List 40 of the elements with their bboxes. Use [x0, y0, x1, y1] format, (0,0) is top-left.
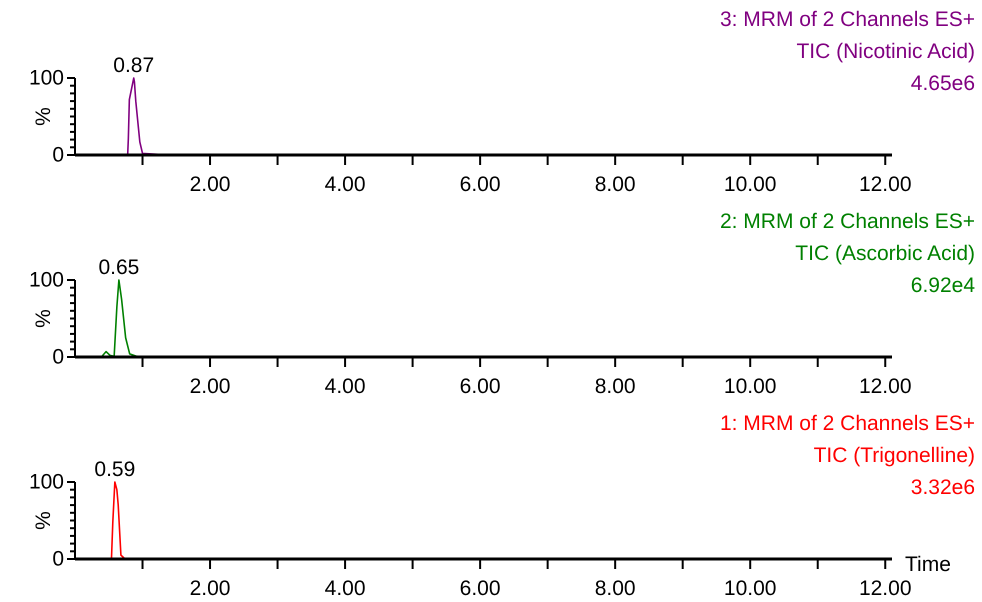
x-tick-label: 12.00 [858, 173, 912, 196]
text: 3.32e6 [910, 476, 975, 499]
y-tick-label: 0 [52, 144, 64, 167]
y-axis-title: % [32, 511, 55, 530]
x-tick-label: 8.00 [594, 577, 636, 600]
x-tick-label: 2.00 [190, 375, 230, 398]
chart-subtitle: TIC (Ascorbic Acid) [795, 242, 975, 265]
y-axis-title: % [32, 107, 55, 126]
x-tick-label: 4.00 [324, 577, 366, 600]
annotation: 0.65 [98, 256, 140, 279]
y-tick-label: 100 [28, 66, 64, 90]
x-tick-label: 12.00 [858, 577, 912, 600]
y-axis-title: % [32, 309, 55, 328]
x-tick-label: 2.00 [190, 577, 230, 600]
x-axis-title: Time [905, 553, 951, 576]
y-tick-label: 100 [28, 268, 64, 292]
y-tick-label: 0 [52, 548, 64, 571]
annotation: 0.59 [94, 458, 136, 481]
text: 4.65e6 [910, 72, 975, 95]
x-tick-label: 6.00 [460, 375, 501, 398]
x-tick-label: 6.00 [460, 577, 501, 600]
y-tick-label: 0 [52, 346, 64, 369]
chart-title: 1: MRM of 2 Channels ES+ [720, 412, 975, 435]
chart-subtitle: TIC (Nicotinic Acid) [796, 40, 975, 63]
x-tick-label: 4.00 [324, 173, 366, 196]
x-tick-label: 2.00 [190, 173, 230, 196]
x-tick-label: 8.00 [594, 375, 636, 398]
x-tick-label: 10.00 [724, 577, 776, 600]
chart-title: 3: MRM of 2 Channels ES+ [720, 8, 975, 31]
y-tick-label: 100 [28, 470, 64, 494]
chart-title: 2: MRM of 2 Channels ES+ [720, 210, 975, 233]
x-tick-label: 12.00 [858, 375, 912, 398]
x-tick-label: 10.00 [724, 173, 776, 196]
x-tick-label: 4.00 [324, 375, 366, 398]
x-tick-label: 8.00 [594, 173, 636, 196]
text: 6.92e4 [910, 274, 976, 297]
annotation: 0.87 [113, 54, 154, 77]
chart-subtitle: TIC (Trigonelline) [814, 444, 975, 467]
x-tick-label: 10.00 [724, 375, 776, 398]
x-tick-label: 6.00 [460, 173, 501, 196]
